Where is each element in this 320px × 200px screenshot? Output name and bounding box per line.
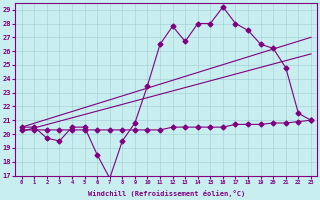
X-axis label: Windchill (Refroidissement éolien,°C): Windchill (Refroidissement éolien,°C) [88,190,245,197]
